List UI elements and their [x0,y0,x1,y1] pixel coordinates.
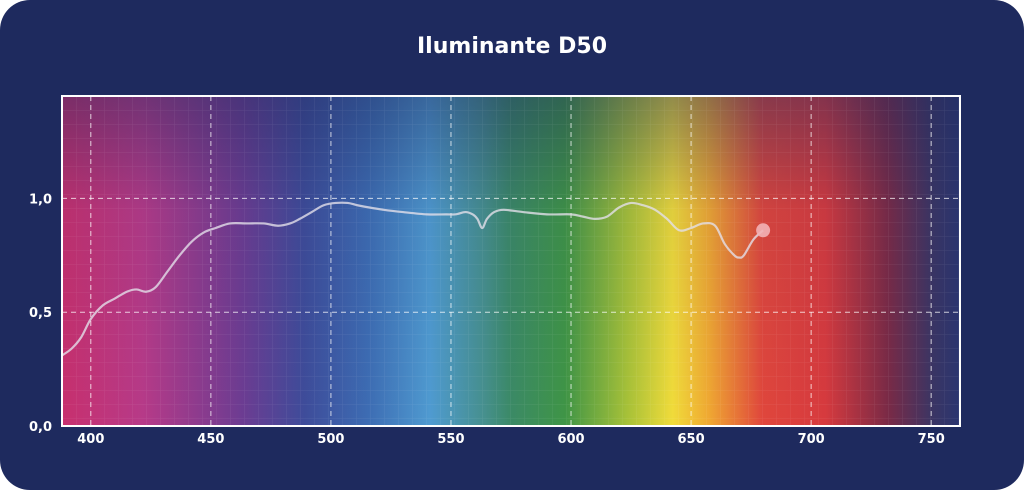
grid-lines [62,96,960,426]
series-end-point [756,223,771,238]
x-tick-label: 500 [317,432,344,447]
x-tick-label: 700 [798,432,825,447]
plot-area [62,96,960,426]
y-tick-label: 1,0 [29,192,52,207]
plot-frame [61,95,961,427]
x-tick-label: 400 [77,432,104,447]
y-tick-label: 0,0 [29,420,52,435]
x-tick-label: 450 [197,432,224,447]
x-tick-label: 550 [437,432,464,447]
y-axis: 0,0 0,5 1,0 [29,192,52,435]
series-line [61,201,764,357]
x-tick-label: 650 [678,432,705,447]
x-tick-label: 600 [557,432,584,447]
y-tick-label: 0,5 [29,306,52,321]
x-tick-label: 750 [918,432,945,447]
chart-title: Iluminante D50 [417,34,607,59]
x-axis: 400 450 500 550 600 650 700 750 [77,432,945,447]
series-layer [61,201,771,357]
